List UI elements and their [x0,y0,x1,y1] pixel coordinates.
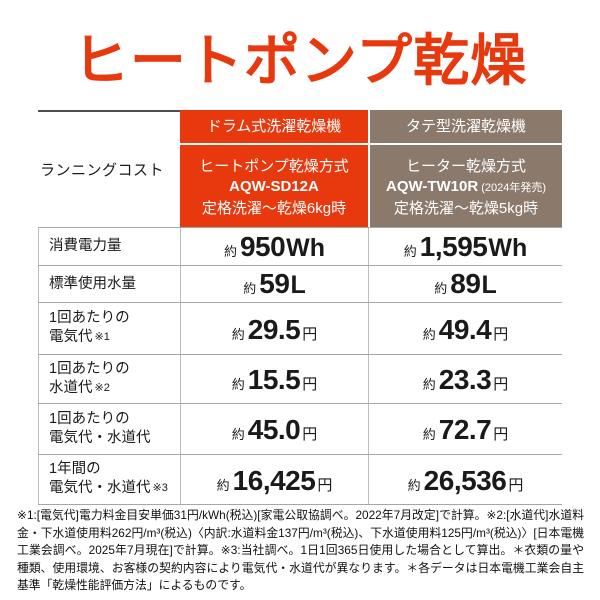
value-vertical: 約 1,595 Wh [368,228,562,265]
value-vertical: 約 49.4 円 [368,303,562,354]
row-label-text2: 電気代・水道代 ※3 [49,480,168,496]
vertical-model-suffix: (2024年発売) [481,181,546,194]
value-unit: 円 [493,426,509,443]
value-drum: 約 29.5 円 [180,303,368,354]
vertical-model-line: AQW-TW10R (2024年発売) [370,179,562,194]
table-row-power: 消費電力量 約 950 Wh 約 1,595 Wh [38,227,562,266]
value-unit: Wh [488,233,528,262]
vertical-sub-header: ヒーター乾燥方式 AQW-TW10R (2024年発売) 定格洗濯〜乾燥5kg時 [370,145,562,227]
vertical-condition: 定格洗濯〜乾燥5kg時 [393,199,539,217]
value-unit: 円 [302,426,318,443]
value-number: 29.5 [247,313,301,345]
row-label-text2: 水道代 ※2 [49,379,110,396]
value-number: 950 [239,230,286,262]
table-row-water: 標準使用水量 約 59 L 約 89 L [38,266,562,303]
row-label-text: 1年間の [49,461,101,477]
row-label-text2: 電気代 ※1 [49,329,110,345]
approx-prefix: 約 [422,377,436,392]
value-number: 89 [450,268,481,299]
value-drum: 約 950 Wh [180,228,368,265]
row-label-text: 標準使用水量 [49,275,136,292]
value-vertical: 約 23.3 円 [368,355,562,403]
row-label: 1回あたりの 電気代 ※1 [38,303,180,354]
drum-type-label: ドラム式洗濯乾燥機 [180,110,368,145]
value-number: 26,536 [423,464,507,496]
value-drum: 約 15.5 円 [180,355,368,403]
row-label-text2: 電気代・水道代 [49,429,151,446]
drum-method: ヒートポンプ乾燥方式 [199,157,349,175]
footnotes-text: ※1:[電気代]電力料金目安単価31円/kWh(税込)[家電公取協調べ。2022… [17,508,584,593]
row-label-text: 消費電力量 [49,238,122,254]
row-label: 1回あたりの 水道代 ※2 [38,355,180,403]
vertical-method: ヒーター乾燥方式 [405,157,526,175]
approx-prefix: 約 [422,326,436,342]
row-label: 1年間の 電気代・水道代 ※3 [38,455,180,504]
value-drum: 約 16,425 円 [180,455,368,504]
vertical-model-code: AQW-TW10R [386,177,479,195]
footnote-marker: ※1 [94,331,110,343]
page-title: ヒートポンプ乾燥 [72,29,528,92]
approx-prefix: 約 [422,427,436,442]
drum-model-code: AQW-SD12A [229,177,319,195]
row-label: 1回あたりの 電気代・水道代 [38,404,180,454]
drum-condition: 定格洗濯〜乾燥6kg時 [201,199,347,217]
row-label: 消費電力量 [38,228,180,265]
value-drum: 約 59 L [180,266,368,302]
row-label-text: 1回あたりの [49,410,130,427]
row-label-text: 1回あたりの [49,360,130,377]
value-vertical: 約 72.7 円 [368,404,562,454]
approx-prefix: 約 [231,326,245,342]
table-body: 消費電力量 約 950 Wh 約 1,595 Wh 標準使用水量 約 59 L 約 89 L [38,227,562,505]
value-vertical: 約 89 L [368,266,562,302]
value-number: 72.7 [438,414,492,445]
column-header-vertical: タテ型洗濯乾燥機 ヒーター乾燥方式 AQW-TW10R (2024年発売) 定格洗… [368,110,562,227]
table-row-annual-cost: 1年間の 電気代・水道代 ※3 約 16,425 円 約 26,536 円 [38,455,562,505]
running-cost-comparison-table: ランニングコスト ドラム式洗濯乾燥機 ヒートポンプ乾燥方式 AQW-SD12A … [38,110,562,505]
approx-prefix: 約 [231,427,245,442]
value-number: 16,425 [232,464,316,496]
running-cost-label-text: ランニングコスト [40,162,165,179]
vertical-type-label: タテ型洗濯乾燥機 [370,110,562,145]
table-row-electric-cost: 1回あたりの 電気代 ※1 約 29.5 円 約 49.4 円 [38,303,562,355]
value-unit: L [290,271,306,299]
table-row-combined-cost: 1回あたりの 電気代・水道代 約 45.0 円 約 72.7 円 [38,404,562,455]
value-number: 1,595 [419,230,488,262]
footnote-marker: ※2 [94,381,110,394]
approx-prefix: 約 [223,243,237,259]
value-drum: 約 45.0 円 [180,404,368,454]
value-vertical: 約 26,536 円 [368,455,562,504]
value-number: 59 [259,268,290,299]
row-label-text: 1回あたりの [49,310,130,326]
value-number: 49.4 [438,313,492,345]
value-unit: 円 [493,325,509,343]
value-number: 23.3 [438,364,492,395]
value-unit: 円 [493,376,509,393]
column-header-drum: ドラム式洗濯乾燥機 ヒートポンプ乾燥方式 AQW-SD12A 定格洗濯〜乾燥6k… [180,110,368,227]
table-header: ランニングコスト ドラム式洗濯乾燥機 ヒートポンプ乾燥方式 AQW-SD12A … [38,110,562,227]
approx-prefix: 約 [243,281,257,296]
value-unit: L [481,271,497,299]
value-unit: Wh [286,233,326,262]
approx-prefix: 約 [407,477,421,493]
drum-model-line: AQW-SD12A [180,179,368,194]
value-number: 15.5 [247,364,301,395]
running-cost-label: ランニングコスト [38,110,180,227]
footnote-marker: ※3 [152,482,168,494]
value-unit: 円 [508,476,524,494]
value-unit: 円 [317,476,333,494]
value-unit: 円 [302,325,318,343]
approx-prefix: 約 [434,281,448,296]
row-label: 標準使用水量 [38,266,180,302]
table-row-water-cost: 1回あたりの 水道代 ※2 約 15.5 円 約 23.3 円 [38,355,562,404]
approx-prefix: 約 [403,243,417,259]
approx-prefix: 約 [216,477,230,493]
drum-sub-header: ヒートポンプ乾燥方式 AQW-SD12A 定格洗濯〜乾燥6kg時 [180,145,368,227]
value-number: 45.0 [247,414,301,445]
approx-prefix: 約 [231,377,245,392]
value-unit: 円 [302,376,318,393]
